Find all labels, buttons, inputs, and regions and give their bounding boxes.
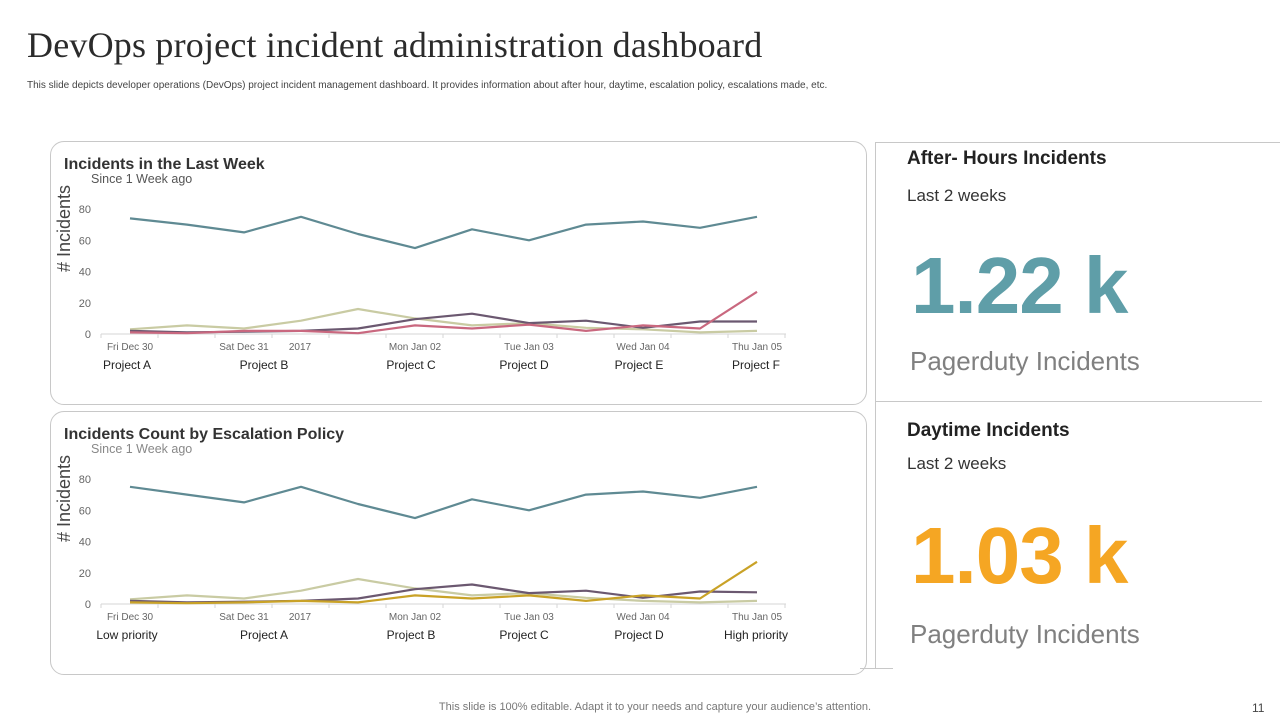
chart-subtitle: Since 1 Week ago (91, 172, 193, 186)
series-line-4 (129, 560, 758, 605)
series-line-4 (129, 290, 758, 335)
y-tick-label: 80 (79, 204, 91, 216)
chart-subtitle: Since 1 Week ago (91, 442, 193, 456)
x-tick-label: 2017 (289, 612, 312, 623)
y-tick-label: 40 (79, 267, 91, 279)
kpi-panel-border-left (875, 142, 876, 669)
x-tick-label: Mon Jan 02 (389, 342, 442, 353)
category-label: Project D (614, 628, 664, 642)
page-title: DevOps project incident administration d… (27, 25, 763, 65)
x-tick-label: Tue Jan 03 (504, 342, 554, 353)
x-tick-label: Fri Dec 30 (107, 612, 154, 623)
kpi-panel-border-top (875, 142, 1280, 143)
chart-title: Incidents in the Last Week (64, 156, 265, 173)
category-label: Project A (103, 358, 151, 372)
category-label: Project C (499, 628, 549, 642)
y-tick-label: 0 (85, 599, 91, 611)
page-number: 11 (1252, 701, 1265, 715)
x-tick-label: Thu Jan 05 (732, 612, 782, 623)
escalation-policy-chart: 0 20 40 60 80 Fri Dec 30 Sat Dec 31 2017 Mon Jan… (79, 474, 788, 642)
x-tick-label: Mon Jan 02 (389, 612, 442, 623)
x-tick-label: Sat Dec 31 (219, 342, 269, 353)
footer-note: This slide is 100% editable. Adapt it to… (438, 701, 872, 713)
incidents-last-week-card: Incidents in the Last Week Since 1 Week … (50, 141, 867, 405)
escalation-policy-card: Incidents Count by Escalation Policy Sin… (50, 411, 867, 675)
y-tick-label: 20 (79, 298, 91, 310)
kpi-panel-divider (875, 401, 1262, 402)
series-line-1 (129, 215, 758, 250)
after-hours-label: Pagerduty Incidents (910, 346, 1140, 376)
after-hours-value: 1.22 k (911, 241, 1128, 330)
series-line-3 (129, 583, 758, 604)
after-hours-title: After- Hours Incidents (907, 148, 1107, 169)
chart-title: Incidents Count by Escalation Policy (64, 426, 345, 443)
series-line-2 (129, 577, 758, 604)
x-tick-label: Thu Jan 05 (732, 342, 782, 353)
daytime-period: Last 2 weeks (907, 454, 1007, 473)
series-line-1 (129, 485, 758, 520)
category-label: High priority (724, 628, 788, 642)
category-label: Project B (240, 358, 289, 372)
kpi-panel-border-bottom (860, 668, 893, 669)
x-tick-label: Sat Dec 31 (219, 612, 269, 623)
y-tick-label: 80 (79, 474, 91, 486)
category-label: Project A (240, 628, 288, 642)
incidents-last-week-chart: 0 20 40 60 80 Fri Dec 30 Sat Dec 31 2017 Mon Jan… (79, 204, 786, 372)
x-tick-label: 2017 (289, 342, 312, 353)
after-hours-period: Last 2 weeks (907, 186, 1007, 205)
category-label: Project B (387, 628, 436, 642)
daytime-label: Pagerduty Incidents (910, 619, 1140, 649)
series-line-2 (129, 307, 758, 334)
category-label: Low priority (96, 628, 157, 642)
category-label: Project E (615, 358, 664, 372)
y-tick-label: 40 (79, 537, 91, 549)
y-tick-label: 0 (85, 329, 91, 341)
x-tick-label: Wed Jan 04 (616, 612, 670, 623)
x-tick-label: Wed Jan 04 (616, 342, 670, 353)
y-tick-label: 20 (79, 568, 91, 580)
y-tick-label: 60 (79, 235, 91, 247)
category-label: Project F (732, 358, 780, 372)
daytime-title: Daytime Incidents (907, 420, 1070, 441)
x-tick-label: Fri Dec 30 (107, 342, 154, 353)
y-tick-label: 60 (79, 505, 91, 517)
category-label: Project D (499, 358, 549, 372)
category-label: Project C (386, 358, 436, 372)
daytime-value: 1.03 k (911, 511, 1128, 600)
page-subtitle: This slide depicts developer operations … (27, 80, 828, 91)
x-tick-label: Tue Jan 03 (504, 612, 554, 623)
